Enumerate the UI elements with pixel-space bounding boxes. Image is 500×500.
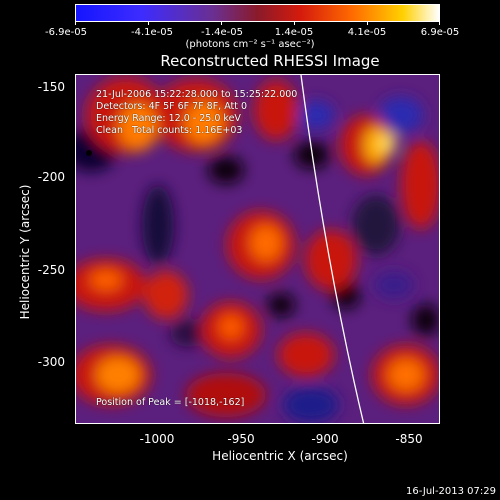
colorbar-tick-label: -4.1e-05 (131, 27, 173, 38)
y-tick-label: -150 (37, 80, 65, 94)
colorbar-tick-label: -1.4e-05 (201, 27, 243, 38)
obs-time: 21-Jul-2006 15:22:28.000 to 15:25:22.000 (96, 89, 298, 100)
clean-counts: Clean Total counts: 1.16E+03 (96, 125, 243, 136)
peak-position: Position of Peak = [-1018,-162] (96, 397, 245, 408)
colorbar-unit: (photons cm⁻² s⁻¹ asec⁻²) (185, 39, 315, 50)
y-tick-label: -200 (37, 170, 65, 184)
x-tick-label: -850 (395, 432, 423, 446)
y-tick-label: -300 (37, 355, 65, 369)
rhessi-image: 21-Jul-2006 15:22:28.000 to 15:25:22.000… (75, 74, 440, 424)
rhessi-image-svg (76, 75, 439, 423)
x-axis-label: Heliocentric X (arcsec) (212, 449, 348, 463)
colorbar-tick (439, 22, 440, 25)
colorbar-tick-label: 1.4e-05 (274, 27, 314, 38)
solar-limb-line (300, 75, 365, 423)
peak-marker (86, 150, 92, 156)
colorbar-tick (294, 22, 295, 25)
colorbar-tick (221, 22, 222, 25)
energy-range: Energy Range: 12.0 - 25.0 keV (96, 113, 241, 124)
colorbar-tick-label: 4.1e-05 (347, 27, 387, 38)
x-tick-label: -900 (311, 432, 339, 446)
y-tick-label: -250 (37, 263, 65, 277)
detectors-info: Detectors: 4F 5F 6F 7F 8F, Att 0 (96, 101, 248, 112)
plot-title: Reconstructed RHESSI Image (160, 52, 380, 70)
colorbar-tick-label: 6.9e-05 (420, 27, 460, 38)
footer-timestamp: 16-Jul-2013 07:29 (405, 486, 496, 497)
x-tick-label: -950 (227, 432, 255, 446)
colorbar-tick (148, 22, 149, 25)
colorbar (75, 4, 440, 22)
y-axis-label: Heliocentric Y (arcsec) (18, 184, 32, 320)
colorbar-tick-label: -6.9e-05 (45, 27, 87, 38)
colorbar-tick (75, 22, 76, 25)
colorbar-tick (367, 22, 368, 25)
x-tick-label: -1000 (139, 432, 175, 446)
